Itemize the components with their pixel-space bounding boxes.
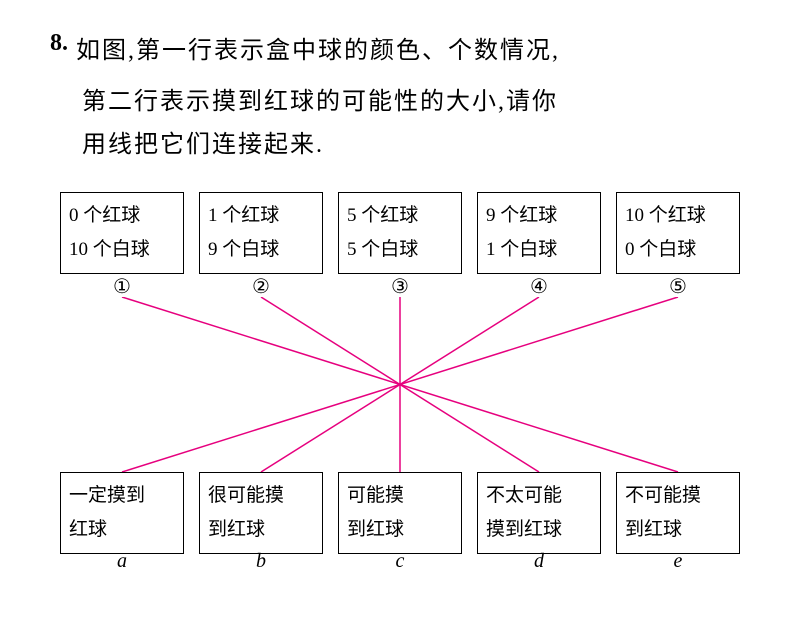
top-label-2: ② bbox=[199, 274, 323, 299]
connection-line bbox=[122, 297, 678, 472]
connection-line bbox=[261, 297, 539, 472]
box-text: 5 个白球 bbox=[347, 233, 453, 267]
box-text: 到红球 bbox=[625, 513, 731, 547]
bottom-box-row: 一定摸到 红球 很可能摸 到红球 可能摸 到红球 不太可能 摸到红球 不可能摸 … bbox=[60, 472, 740, 554]
box-text: 摸到红球 bbox=[486, 513, 592, 547]
box-text: 红球 bbox=[69, 513, 175, 547]
box-text: 一定摸到 bbox=[69, 479, 175, 513]
bottom-box-b: 很可能摸 到红球 bbox=[199, 472, 323, 554]
top-box-4: 9 个红球 1 个白球 bbox=[477, 192, 601, 274]
box-text: 9 个白球 bbox=[208, 233, 314, 267]
box-text: 9 个红球 bbox=[486, 199, 592, 233]
top-label-5: ⑤ bbox=[616, 274, 740, 299]
box-text: 0 个红球 bbox=[69, 199, 175, 233]
box-text: 5 个红球 bbox=[347, 199, 453, 233]
box-text: 1 个白球 bbox=[486, 233, 592, 267]
question-line-2: 第二行表示摸到红球的可能性的大小,请你 bbox=[82, 81, 744, 124]
box-text: 到红球 bbox=[208, 513, 314, 547]
top-box-row: 0 个红球 10 个白球 1 个红球 9 个白球 5 个红球 5 个白球 9 个… bbox=[60, 192, 740, 274]
top-label-row: ① ② ③ ④ ⑤ bbox=[60, 274, 740, 299]
box-text: 10 个白球 bbox=[69, 233, 175, 267]
top-box-3: 5 个红球 5 个白球 bbox=[338, 192, 462, 274]
top-label-4: ④ bbox=[477, 274, 601, 299]
connection-lines bbox=[60, 297, 740, 472]
top-box-2: 1 个红球 9 个白球 bbox=[199, 192, 323, 274]
box-text: 1 个红球 bbox=[208, 199, 314, 233]
box-text: 10 个红球 bbox=[625, 199, 731, 233]
bottom-label-c: c bbox=[338, 550, 462, 573]
box-text: 不可能摸 bbox=[625, 479, 731, 513]
top-box-1: 0 个红球 10 个白球 bbox=[60, 192, 184, 274]
connection-line bbox=[261, 297, 539, 472]
bottom-box-a: 一定摸到 红球 bbox=[60, 472, 184, 554]
connection-line bbox=[122, 297, 678, 472]
box-text: 很可能摸 bbox=[208, 479, 314, 513]
bottom-label-b: b bbox=[199, 550, 323, 573]
matching-diagram: 0 个红球 10 个白球 1 个红球 9 个白球 5 个红球 5 个白球 9 个… bbox=[60, 192, 740, 592]
question-number: 8. bbox=[50, 30, 68, 57]
bottom-box-d: 不太可能 摸到红球 bbox=[477, 472, 601, 554]
bottom-label-d: d bbox=[477, 550, 601, 573]
box-text: 可能摸 bbox=[347, 479, 453, 513]
bottom-box-e: 不可能摸 到红球 bbox=[616, 472, 740, 554]
bottom-label-a: a bbox=[60, 550, 184, 573]
box-text: 0 个白球 bbox=[625, 233, 731, 267]
question-line-3: 用线把它们连接起来. bbox=[82, 124, 744, 167]
box-text: 到红球 bbox=[347, 513, 453, 547]
top-box-5: 10 个红球 0 个白球 bbox=[616, 192, 740, 274]
bottom-box-c: 可能摸 到红球 bbox=[338, 472, 462, 554]
top-label-1: ① bbox=[60, 274, 184, 299]
question-header: 8. 如图,第一行表示盒中球的颜色、个数情况, bbox=[50, 30, 744, 73]
question-line-1: 如图,第一行表示盒中球的颜色、个数情况, bbox=[76, 30, 560, 73]
box-text: 不太可能 bbox=[486, 479, 592, 513]
top-label-3: ③ bbox=[338, 274, 462, 299]
bottom-label-e: e bbox=[616, 550, 740, 573]
bottom-label-row: a b c d e bbox=[60, 550, 740, 573]
